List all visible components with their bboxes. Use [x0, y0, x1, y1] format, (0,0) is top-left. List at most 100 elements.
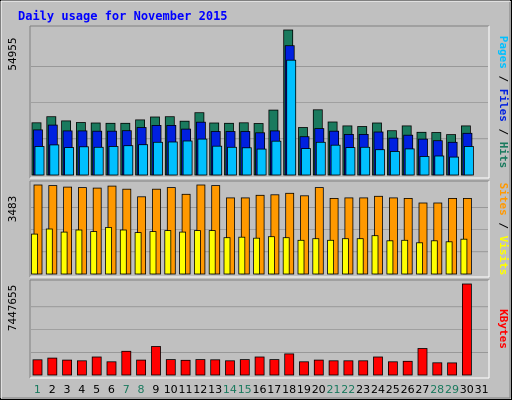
pages-bar — [79, 146, 89, 176]
day-label: 17 — [267, 383, 281, 396]
pages-bar — [271, 140, 282, 176]
visits-bar — [297, 239, 305, 275]
panel-sites_visits: 3483 Sites / Visits — [6, 180, 510, 278]
day-label: 8 — [138, 383, 145, 396]
kbytes-bar — [106, 361, 117, 376]
visits-bar — [105, 227, 112, 275]
pages-bar — [197, 138, 208, 176]
visits-bar — [460, 238, 468, 275]
pages-bar — [49, 144, 60, 176]
day-label: 2 — [49, 383, 56, 396]
sites-bar — [433, 202, 443, 275]
pages-bar — [256, 148, 267, 176]
kbytes-bar — [225, 360, 235, 376]
sites-bar — [388, 197, 398, 275]
day-label: 1 — [34, 383, 41, 396]
pages-bar — [167, 141, 178, 176]
day-label: 6 — [108, 383, 115, 396]
day-label: 7 — [123, 383, 130, 396]
pages-bar — [212, 145, 223, 176]
day-label: 25 — [386, 383, 400, 396]
visits-bar — [445, 241, 453, 275]
pages-bar — [449, 156, 460, 176]
legend-part: / — [497, 69, 510, 89]
pages-bar — [123, 145, 134, 176]
day-label: 11 — [179, 383, 193, 396]
sites-bar — [226, 197, 235, 275]
pages-bar — [227, 146, 237, 176]
sites-bar — [270, 194, 280, 275]
kbytes-bar — [387, 361, 398, 376]
pages-bar — [153, 141, 163, 176]
kbytes-bar — [461, 283, 472, 376]
kbytes-bar — [121, 350, 132, 376]
kbytes-bar — [62, 359, 72, 376]
kbytes-bar — [151, 346, 161, 376]
day-label: 26 — [401, 383, 415, 396]
visits-bar — [253, 237, 261, 275]
visits-bar — [90, 231, 98, 275]
kbytes-bar — [447, 362, 458, 376]
sites-bar — [403, 197, 413, 275]
visits-bar — [430, 240, 438, 275]
y-axis-max-label: 54955 — [6, 37, 19, 70]
pages-bar — [375, 149, 385, 176]
day-label: 24 — [371, 383, 385, 396]
pages-bar — [241, 147, 252, 176]
pages-bar — [301, 148, 311, 176]
sites-bar — [240, 197, 250, 275]
sites-bar — [255, 194, 265, 275]
kbytes-bar — [358, 360, 369, 376]
pages-bar — [34, 146, 45, 176]
kbytes-bar — [417, 348, 428, 376]
legend-part: / — [497, 216, 510, 236]
visits-bar — [45, 228, 53, 275]
pages-bar — [286, 59, 297, 176]
kbytes-bar — [210, 359, 221, 376]
sites-bar — [196, 184, 206, 275]
day-label: 13 — [208, 383, 222, 396]
pages-bar — [108, 146, 119, 176]
sites-bar — [462, 197, 472, 275]
sites-bar — [33, 184, 43, 275]
series-legend-label: Sites / Visits — [497, 183, 510, 276]
day-label: 16 — [253, 383, 267, 396]
pages-bar — [182, 140, 193, 176]
visits-bar — [149, 231, 157, 275]
kbytes-bar — [195, 359, 206, 376]
visits-bar — [386, 240, 394, 275]
kbytes-bar — [313, 359, 324, 376]
sites-bar — [448, 197, 458, 275]
legend-part: Visits — [497, 236, 510, 276]
pages-bar — [404, 148, 415, 176]
pages-bar — [434, 155, 445, 176]
kbytes-bar — [402, 360, 413, 376]
visits-bar — [401, 239, 409, 275]
sites-bar — [359, 197, 369, 275]
kbytes-bar — [343, 360, 354, 376]
day-axis: 1 2 3 4 5 6 7 8 9 10 11 12 13 14 15 16 17 18 19 20 21 22 23 24 2… — [34, 383, 489, 396]
kbytes-bar — [328, 360, 339, 376]
kbytes-bar — [91, 356, 102, 376]
sites-bar — [211, 185, 221, 275]
kbytes-bar — [254, 356, 265, 376]
legend-part: KBytes — [497, 309, 510, 349]
pages-bar — [330, 144, 341, 176]
visits-bar — [134, 232, 142, 275]
day-label: 31 — [475, 383, 489, 396]
kbytes-bar — [136, 359, 147, 376]
day-label: 18 — [282, 383, 296, 396]
sites-bar — [344, 197, 354, 275]
legend-part: Pages — [497, 36, 510, 69]
day-label: 30 — [460, 383, 474, 396]
series-legend-label: KBytes — [497, 309, 510, 349]
day-label: 15 — [238, 383, 252, 396]
legend-part: Files — [497, 89, 510, 122]
kbytes-bar — [32, 359, 43, 376]
pages-bar — [315, 141, 326, 176]
sites-bar — [314, 187, 324, 275]
visits-bar — [312, 238, 320, 275]
day-label: 19 — [297, 383, 311, 396]
visits-bar — [416, 242, 423, 275]
visits-bar — [193, 230, 201, 275]
